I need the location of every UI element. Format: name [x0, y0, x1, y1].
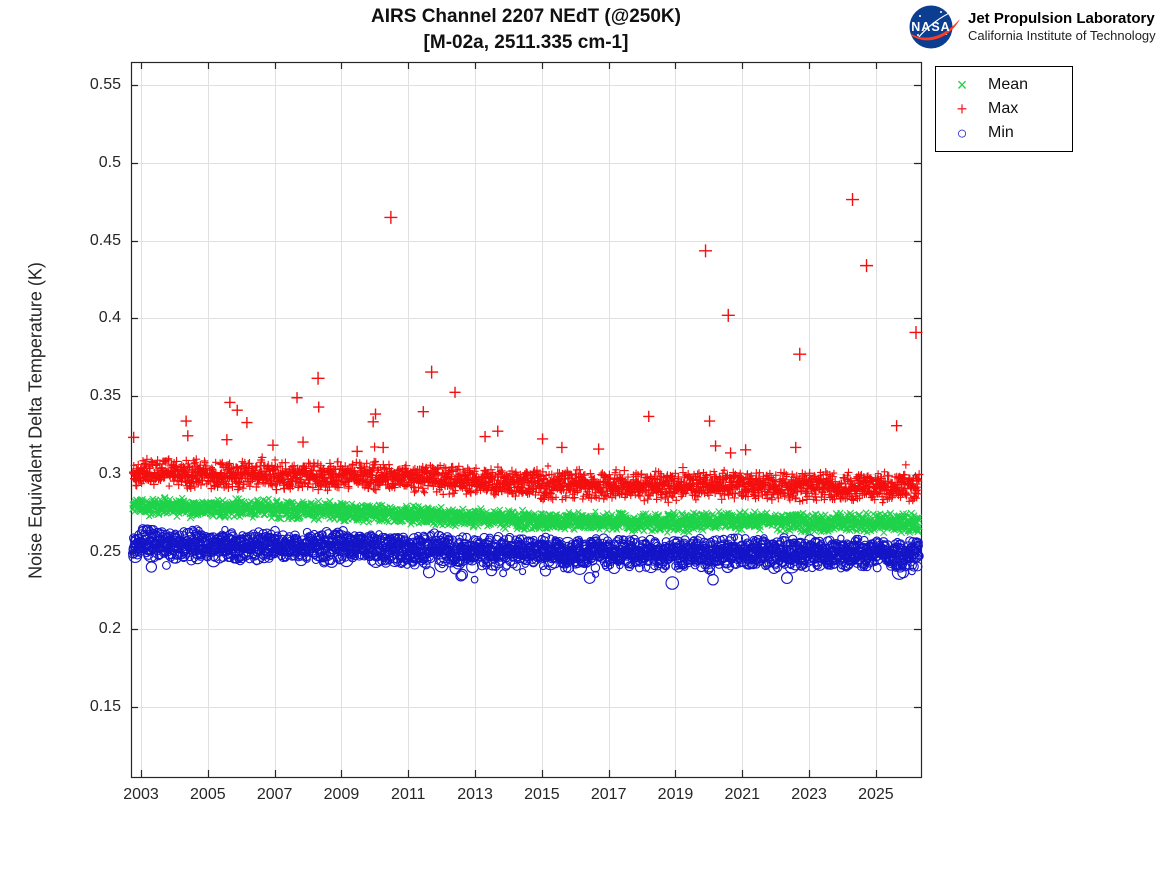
x-tick-label: 2003	[123, 786, 159, 803]
legend-item-min: ○ Min	[936, 121, 1072, 145]
y-tick-label: 0.2	[98, 620, 121, 638]
x-tick-label: 2019	[657, 786, 694, 803]
y-tick-label: 0.3	[98, 464, 121, 482]
legend-label-min: Min	[988, 124, 1014, 141]
legend-label-mean: Mean	[988, 76, 1029, 93]
svg-text:NASA: NASA	[911, 20, 950, 34]
legend-label-max: Max	[988, 100, 1019, 117]
nasa-logo-icon: NASA	[909, 5, 960, 49]
chart-title-line1: AIRS Channel 2207 NEdT (@250K)	[371, 6, 681, 27]
x-tick-label: 2011	[391, 786, 426, 803]
x-tick-label: 2005	[190, 786, 226, 803]
jpl-text-block: Jet Propulsion Laboratory California Ins…	[968, 10, 1156, 44]
x-tick-label: 2021	[724, 786, 761, 803]
x-tick-label: 2007	[256, 786, 293, 803]
x-tick-label: 2013	[457, 786, 493, 803]
x-tick-label: 2025	[858, 786, 894, 803]
x-tick-label: 2009	[323, 786, 360, 803]
x-tick-label: 2017	[590, 786, 627, 803]
mean-x-marker-icon: ×	[956, 75, 968, 95]
y-tick-label: 0.5	[98, 154, 121, 172]
max-plus-marker-icon: +	[956, 99, 968, 119]
min-circle-marker-icon: ○	[956, 123, 968, 143]
y-tick-label: 0.4	[98, 309, 121, 327]
x-tick-label: 2023	[791, 786, 827, 803]
legend-item-max: + Max	[936, 97, 1072, 121]
y-axis-label: Noise Equivalent Delta Temperature (K)	[25, 262, 46, 579]
jpl-subtitle: California Institute of Technology	[968, 28, 1156, 43]
jpl-name: Jet Propulsion Laboratory	[968, 10, 1155, 27]
jpl-branding: NASA Jet Propulsion Laboratory Californi…	[908, 4, 1156, 50]
legend: × Mean + Max ○ Min	[935, 66, 1073, 152]
x-tick-label: 2015	[524, 786, 560, 803]
y-tick-label: 0.25	[89, 542, 121, 560]
y-tick-label: 0.15	[89, 698, 121, 716]
y-tick-label: 0.45	[89, 231, 121, 249]
y-tick-label: 0.55	[89, 76, 121, 94]
legend-item-mean: × Mean	[936, 73, 1072, 97]
chart-title-block: AIRS Channel 2207 NEdT (@250K) [M-02a, 2…	[131, 4, 921, 56]
chart-title-line2: [M-02a, 2511.335 cm-1]	[423, 32, 629, 53]
y-tick-label: 0.35	[89, 387, 121, 405]
